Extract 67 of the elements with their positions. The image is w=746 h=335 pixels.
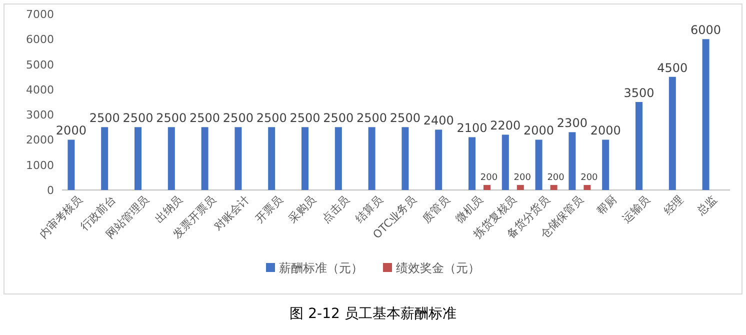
caption: 图 2-12 员工基本薪酬标准 xyxy=(290,306,456,322)
x-tick-label: 点击员 xyxy=(319,192,352,226)
bar xyxy=(201,127,208,190)
y-tick-label: 0 xyxy=(47,184,54,197)
y-tick-label: 2000 xyxy=(26,134,54,147)
data-label: 2500 xyxy=(390,111,420,126)
data-label: 4500 xyxy=(657,60,688,75)
bar xyxy=(435,130,442,190)
bar xyxy=(402,127,409,190)
x-tick-label: 总监 xyxy=(694,192,720,218)
bar xyxy=(101,127,108,190)
bar xyxy=(134,127,142,190)
bar xyxy=(602,140,610,190)
x-tick-label: 帮厨 xyxy=(594,192,620,218)
data-label: 2500 xyxy=(89,111,120,126)
x-tick-label: 运输员 xyxy=(620,192,653,226)
bar xyxy=(668,76,676,190)
x-tick-label: 采购员 xyxy=(286,192,319,226)
bar xyxy=(68,140,75,190)
data-label: 2500 xyxy=(256,111,287,126)
bar xyxy=(268,127,276,190)
bar xyxy=(636,102,642,190)
data-label: 2500 xyxy=(156,111,187,126)
data-label: 3500 xyxy=(624,86,654,100)
bar xyxy=(516,184,524,190)
bar xyxy=(234,127,242,190)
bar xyxy=(702,39,710,190)
data-label: 2000 xyxy=(590,124,621,138)
bar xyxy=(568,132,576,190)
data-label: 2500 xyxy=(290,111,320,126)
x-tick-label: 经理 xyxy=(661,192,686,218)
data-label: 200 xyxy=(480,172,498,183)
y-tick-label: 1000 xyxy=(26,158,54,172)
bar xyxy=(334,127,342,190)
y-tick-label: 4000 xyxy=(26,83,54,96)
data-label: 2200 xyxy=(490,118,521,133)
data-label: 200 xyxy=(514,172,532,183)
bar xyxy=(468,137,476,190)
bar xyxy=(168,127,175,190)
data-label: 2000 xyxy=(524,124,554,138)
bar xyxy=(502,134,509,190)
bar xyxy=(484,184,490,190)
data-label: 2000 xyxy=(56,124,86,138)
data-label: 2500 xyxy=(190,111,220,126)
data-label: 2300 xyxy=(556,116,588,130)
y-tick-label: 7000 xyxy=(26,8,54,21)
y-tick-label: 6000 xyxy=(26,33,54,46)
data-label: 2500 xyxy=(122,111,154,126)
data-label: 2500 xyxy=(323,111,354,126)
data-label: 200 xyxy=(547,172,565,183)
bar xyxy=(550,184,558,190)
legend-label: 薪酬标准（元） xyxy=(279,261,363,275)
bar xyxy=(584,184,591,190)
bar xyxy=(302,127,308,190)
data-label: 2400 xyxy=(423,114,454,128)
bar xyxy=(535,140,542,190)
data-label: 2100 xyxy=(456,121,488,136)
bar xyxy=(368,127,376,190)
data-label: 6000 xyxy=(690,23,722,38)
data-label: 200 xyxy=(580,172,598,183)
legend-label: 绩效奖金（元） xyxy=(396,261,480,275)
data-label: 2500 xyxy=(356,111,388,126)
data-label: 2500 xyxy=(222,111,254,126)
y-tick-label: 5000 xyxy=(26,58,54,72)
y-tick-label: 3000 xyxy=(26,108,54,122)
x-tick-label: 开票员 xyxy=(252,192,286,226)
x-tick-label: 质管员 xyxy=(420,192,452,226)
